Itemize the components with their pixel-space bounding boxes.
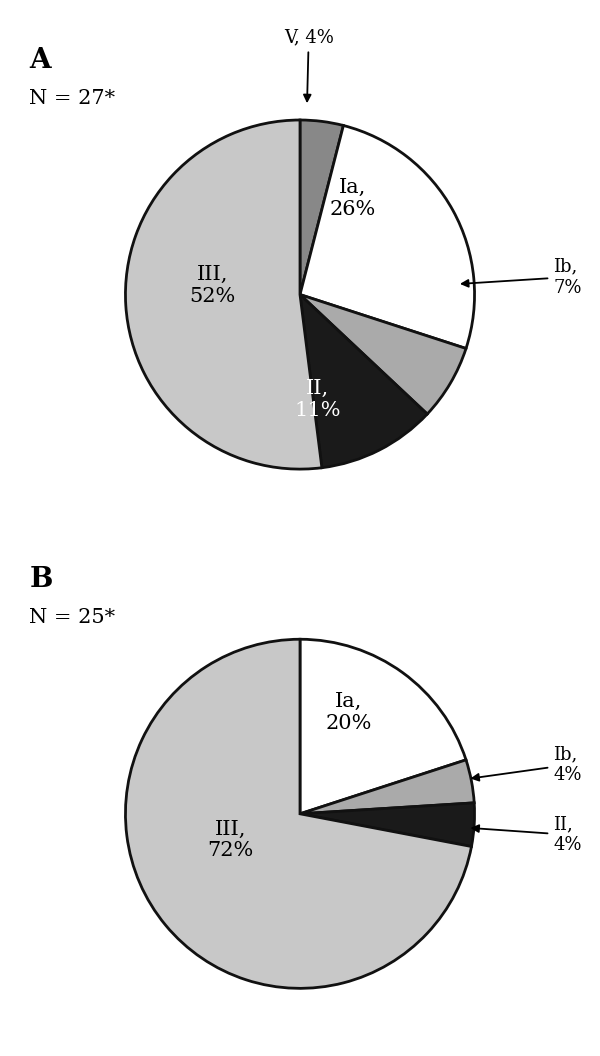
Text: A: A bbox=[29, 46, 51, 74]
Text: B: B bbox=[29, 566, 53, 593]
Text: Ia,
20%: Ia, 20% bbox=[326, 692, 372, 733]
Wedge shape bbox=[300, 295, 427, 468]
Text: N = 25*: N = 25* bbox=[29, 608, 116, 627]
Text: N = 27*: N = 27* bbox=[29, 89, 116, 108]
Wedge shape bbox=[125, 120, 322, 469]
Text: Ia,
26%: Ia, 26% bbox=[329, 178, 376, 219]
Wedge shape bbox=[300, 295, 466, 414]
Text: III,
52%: III, 52% bbox=[190, 265, 236, 306]
Text: Ib,
7%: Ib, 7% bbox=[462, 258, 581, 297]
Text: II,
11%: II, 11% bbox=[294, 379, 341, 420]
Wedge shape bbox=[300, 639, 466, 814]
Wedge shape bbox=[300, 120, 343, 295]
Wedge shape bbox=[300, 126, 475, 348]
Text: III,
72%: III, 72% bbox=[207, 819, 253, 861]
Wedge shape bbox=[300, 760, 474, 814]
Wedge shape bbox=[300, 803, 475, 847]
Text: II,
4%: II, 4% bbox=[472, 815, 581, 854]
Text: Ib,
4%: Ib, 4% bbox=[472, 746, 581, 785]
Wedge shape bbox=[125, 639, 472, 988]
Text: V, 4%: V, 4% bbox=[284, 29, 334, 101]
